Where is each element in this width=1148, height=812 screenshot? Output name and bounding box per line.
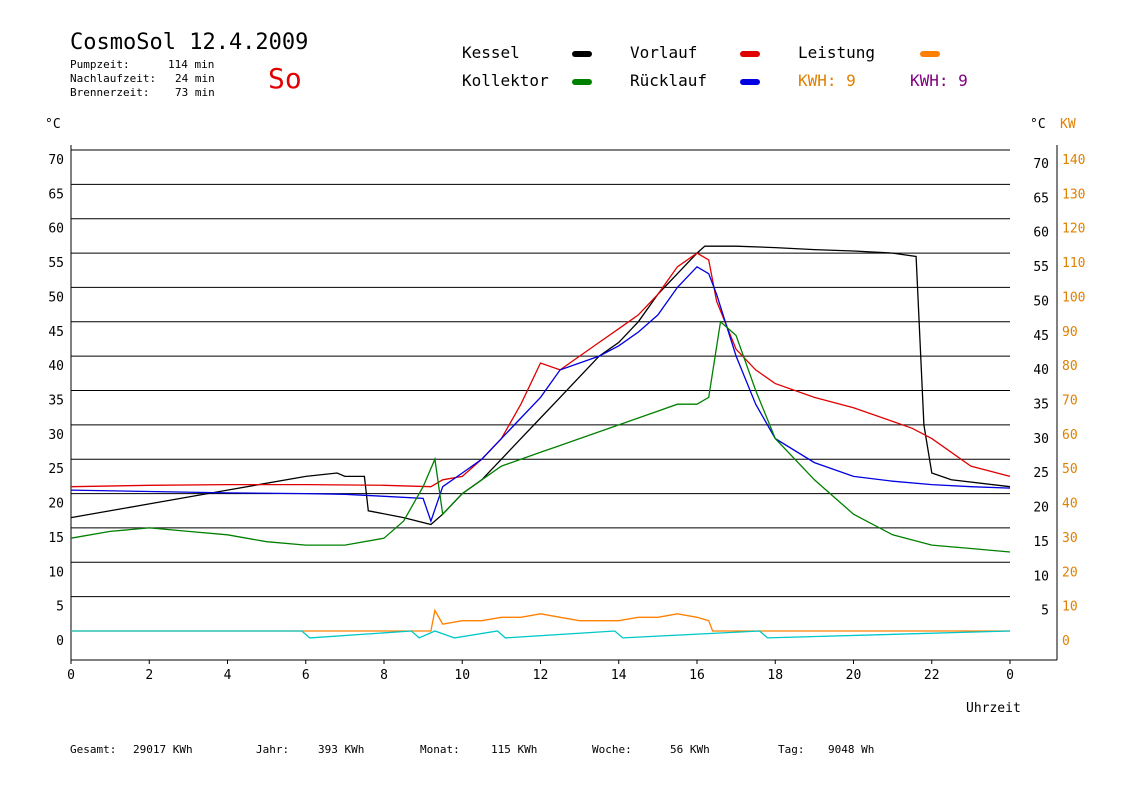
day-label: So	[268, 62, 302, 95]
y2-tick-label: 40	[1062, 497, 1078, 512]
x-tick-label: 2	[145, 668, 153, 683]
series-line-1	[70, 252, 1011, 488]
x-tick-label: 0	[1006, 668, 1014, 683]
stat-label: Nachlaufzeit:	[70, 72, 157, 85]
y-tick-label-left: 10	[48, 565, 64, 580]
series-line-0	[70, 245, 1011, 526]
y-tick-label-left: 70	[48, 153, 64, 168]
y-tick-label-left: 15	[48, 531, 64, 546]
x-tick-label: 4	[224, 668, 232, 683]
y-tick-label-right: 25	[1033, 466, 1049, 481]
legend-swatch-kollektor	[572, 79, 592, 85]
series-line-3	[70, 320, 1011, 553]
y-tick-label-left: 60	[48, 222, 64, 237]
series-line-5	[71, 630, 1011, 639]
legend-swatch-ruecklauf	[740, 79, 760, 85]
y-tick-label-left: 20	[48, 497, 64, 512]
y2-tick-label: 0	[1062, 634, 1070, 649]
y-tick-label-left: 45	[48, 325, 64, 340]
y-tick-label-right: 40	[1033, 363, 1049, 378]
y-tick-label-left: 35	[48, 394, 64, 409]
footer-value-monat: 115 KWh	[491, 743, 538, 756]
footer-label-monat: Monat:	[420, 743, 460, 756]
y-tick-label-right: 5	[1041, 604, 1049, 619]
y2-tick-label: 30	[1062, 531, 1078, 546]
right-axis-unit: °C	[1030, 117, 1046, 132]
y2-tick-label: 90	[1062, 325, 1078, 340]
y2-tick-label: 50	[1062, 462, 1078, 477]
footer-label-tag: Tag:	[778, 743, 805, 756]
legend-kwh-1: KWH: 9	[798, 71, 856, 90]
y2-tick-label: 20	[1062, 565, 1078, 580]
footer-label-woche: Woche:	[592, 743, 632, 756]
legend-label-leistung: Leistung	[798, 43, 876, 62]
y-tick-label-left: 25	[48, 462, 64, 477]
y-tick-label-right: 60	[1033, 226, 1049, 241]
x-tick-label: 6	[302, 668, 310, 683]
x-tick-label: 0	[67, 668, 75, 683]
y-tick-label-right: 10	[1033, 569, 1049, 584]
y2-tick-label: 130	[1062, 187, 1085, 202]
x-tick-label: 22	[924, 668, 940, 683]
footer-value-jahr: 393 KWh	[318, 743, 365, 756]
y2-tick-label: 140	[1062, 153, 1085, 168]
legend-label-vorlauf: Vorlauf	[630, 43, 698, 62]
x-tick-label: 20	[846, 668, 862, 683]
x-tick-label: 18	[767, 668, 783, 683]
footer-value-tag: 9048 Wh	[828, 743, 875, 756]
y-tick-label-left: 40	[48, 359, 64, 374]
y2-tick-label: 10	[1062, 600, 1078, 615]
y2-tick-label: 60	[1062, 428, 1078, 443]
y-tick-label-right: 65	[1033, 191, 1049, 206]
y-tick-label-right: 20	[1033, 501, 1049, 516]
legend-swatch-kessel	[572, 51, 592, 57]
y-tick-label-left: 50	[48, 290, 64, 305]
legend-kwh-2: KWH: 9	[910, 71, 968, 90]
stat-value: 73 min	[175, 86, 215, 99]
y-tick-label-left: 55	[48, 256, 64, 271]
x-tick-label: 8	[380, 668, 388, 683]
x-tick-label: 10	[454, 668, 470, 683]
y-tick-label-right: 70	[1033, 157, 1049, 172]
y-tick-label-right: 35	[1033, 398, 1049, 413]
series-line-2	[70, 265, 1011, 524]
footer-label-gesamt: Gesamt:	[70, 743, 117, 756]
right-axis-unit-kw: KW	[1060, 117, 1076, 132]
legend-swatch-vorlauf	[740, 51, 760, 57]
x-tick-label: 14	[611, 668, 627, 683]
stat-value: 114 min	[168, 58, 215, 71]
y-tick-label-right: 55	[1033, 260, 1049, 275]
y-tick-label-left: 65	[48, 187, 64, 202]
y2-tick-label: 70	[1062, 394, 1078, 409]
y-tick-label-right: 30	[1033, 432, 1049, 447]
page-title: CosmoSol 12.4.2009	[70, 30, 309, 55]
y2-tick-label: 80	[1062, 359, 1078, 374]
y-tick-label-left: 5	[56, 600, 64, 615]
footer-value-gesamt: 29017 KWh	[133, 743, 193, 756]
x-axis-label: Uhrzeit	[966, 701, 1021, 716]
y-tick-label-right: 45	[1033, 329, 1049, 344]
legend-label-kessel: Kessel	[462, 43, 520, 62]
series-line-4	[71, 608, 1010, 632]
legend-label-ruecklauf: Rücklauf	[630, 71, 708, 90]
x-tick-label: 16	[689, 668, 705, 683]
stat-value: 24 min	[175, 72, 215, 85]
y-tick-label-left: 30	[48, 428, 64, 443]
footer-value-woche: 56 KWh	[670, 743, 710, 756]
y-tick-label-right: 50	[1033, 294, 1049, 309]
left-axis-unit: °C	[45, 117, 61, 132]
footer-label-jahr: Jahr:	[256, 743, 290, 756]
y-tick-label-left: 0	[56, 634, 64, 649]
y-tick-label-right: 15	[1033, 535, 1049, 550]
x-tick-label: 12	[533, 668, 549, 683]
stat-label: Pumpzeit:	[70, 58, 130, 71]
y2-tick-label: 110	[1062, 256, 1085, 271]
stat-label: Brennerzeit:	[70, 86, 150, 99]
y2-tick-label: 100	[1062, 290, 1085, 305]
legend-swatch-leistung	[920, 51, 940, 57]
y2-tick-label: 120	[1062, 222, 1085, 237]
legend-label-kollektor: Kollektor	[462, 71, 549, 90]
